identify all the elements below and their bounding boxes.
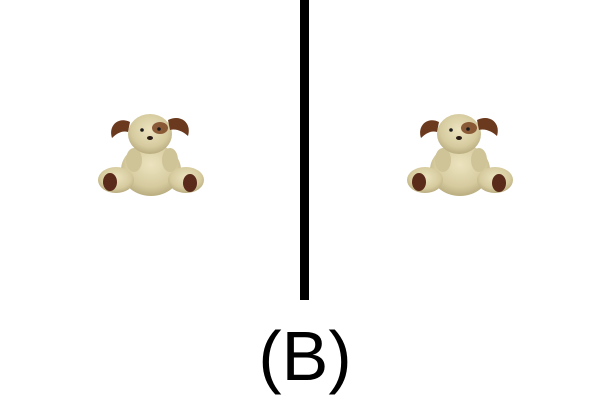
figure-caption: (B) [258,317,352,395]
vertical-divider [300,0,309,300]
plush-dog-toy-left [98,114,204,196]
left-image-panel [0,0,300,300]
right-image-panel [309,0,609,300]
plush-dog-toy-right [407,114,513,196]
